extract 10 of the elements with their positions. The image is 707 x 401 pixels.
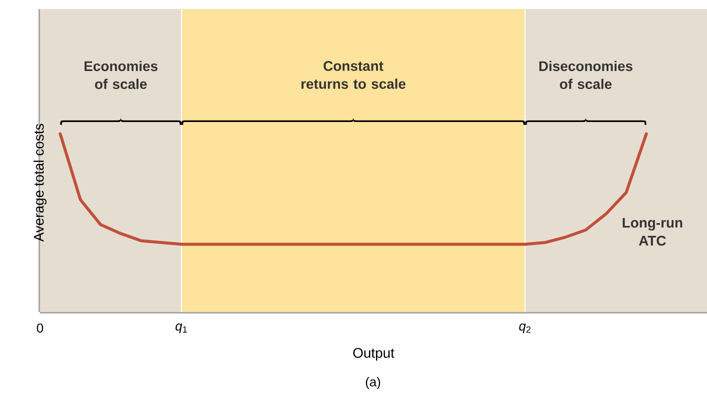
y-axis-title: Average total costs xyxy=(34,124,46,242)
series-label: Long-run ATC xyxy=(622,218,682,246)
text: Economies of scale xyxy=(84,60,158,90)
x-tick-label: q$_{1}$ xyxy=(176,323,187,334)
text: (a) xyxy=(366,376,380,390)
text: Diseconomies of scale xyxy=(539,60,632,90)
x-axis-title: Output xyxy=(353,348,394,361)
text: Constant returns to scale xyxy=(302,61,406,89)
x-tick-label: q$_{2}$ xyxy=(519,323,531,334)
x-tick-label: 0 xyxy=(36,323,44,333)
